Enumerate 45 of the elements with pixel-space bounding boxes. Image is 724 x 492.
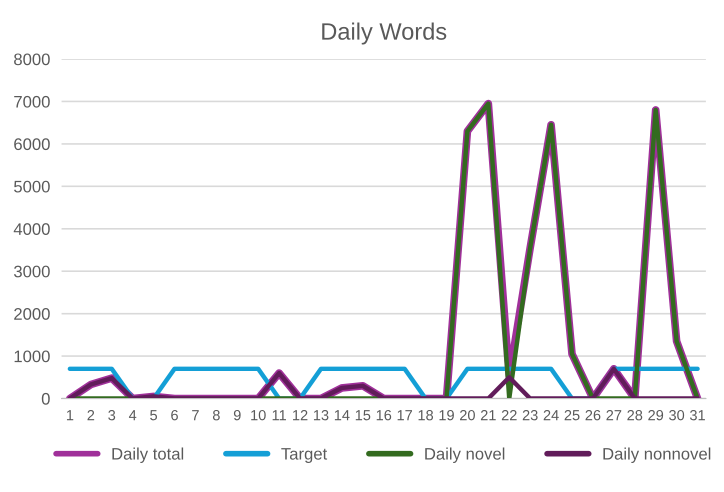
x-tick-label: 26 xyxy=(586,410,600,420)
x-tick-label: 21 xyxy=(480,410,496,420)
y-tick-label: 3000 xyxy=(14,266,50,278)
x-tick-label: 9 xyxy=(234,410,241,420)
y-tick-label: 6000 xyxy=(14,138,50,150)
x-tick-label: 31 xyxy=(690,410,705,420)
legend-label: Daily novel xyxy=(425,447,504,464)
x-tick-label: 25 xyxy=(564,410,580,420)
x-tick-label: 17 xyxy=(398,410,412,420)
x-tick-label: 1 xyxy=(66,410,74,420)
x-tick-label: 14 xyxy=(334,410,350,420)
x-tick-label: 27 xyxy=(606,410,622,420)
x-tick-label: 6 xyxy=(171,410,178,420)
x-tick-label: 7 xyxy=(192,410,199,420)
x-tick-label: 23 xyxy=(522,410,538,420)
x-tick-label: 5 xyxy=(150,410,158,420)
x-tick-label: 29 xyxy=(648,410,664,420)
x-tick-label: 8 xyxy=(212,410,220,420)
x-tick-label: 15 xyxy=(356,410,370,420)
chart-title: Daily Words xyxy=(322,22,446,44)
x-tick-label: 18 xyxy=(418,410,434,420)
y-tick-label: 0 xyxy=(42,392,50,405)
x-tick-label: 22 xyxy=(502,410,517,420)
legend-label: Daily nonnovel xyxy=(603,447,710,464)
x-tick-label: 16 xyxy=(376,410,392,420)
x-tick-label: 24 xyxy=(544,410,559,420)
legend-label: Target xyxy=(281,448,328,464)
x-tick-label: 4 xyxy=(128,410,136,420)
x-tick-label: 13 xyxy=(314,410,328,420)
x-tick-label: 30 xyxy=(669,410,684,420)
x-tick-label: 2 xyxy=(88,410,94,420)
legend-label: Daily total xyxy=(112,447,184,464)
x-tick-label: 20 xyxy=(460,410,475,420)
y-tick-label: 4000 xyxy=(14,223,50,235)
y-tick-label: 1000 xyxy=(14,350,50,362)
x-tick-label: 28 xyxy=(627,410,642,420)
x-tick-label: 3 xyxy=(108,410,116,420)
x-tick-label: 19 xyxy=(439,410,454,420)
y-tick-label: 8000 xyxy=(14,53,50,66)
x-tick-label: 12 xyxy=(293,410,308,420)
x-tick-label: 11 xyxy=(272,410,286,420)
y-tick-label: 7000 xyxy=(14,96,50,108)
y-tick-label: 2000 xyxy=(14,308,50,320)
y-tick-label: 5000 xyxy=(14,180,50,193)
x-tick-label: 10 xyxy=(251,410,266,420)
